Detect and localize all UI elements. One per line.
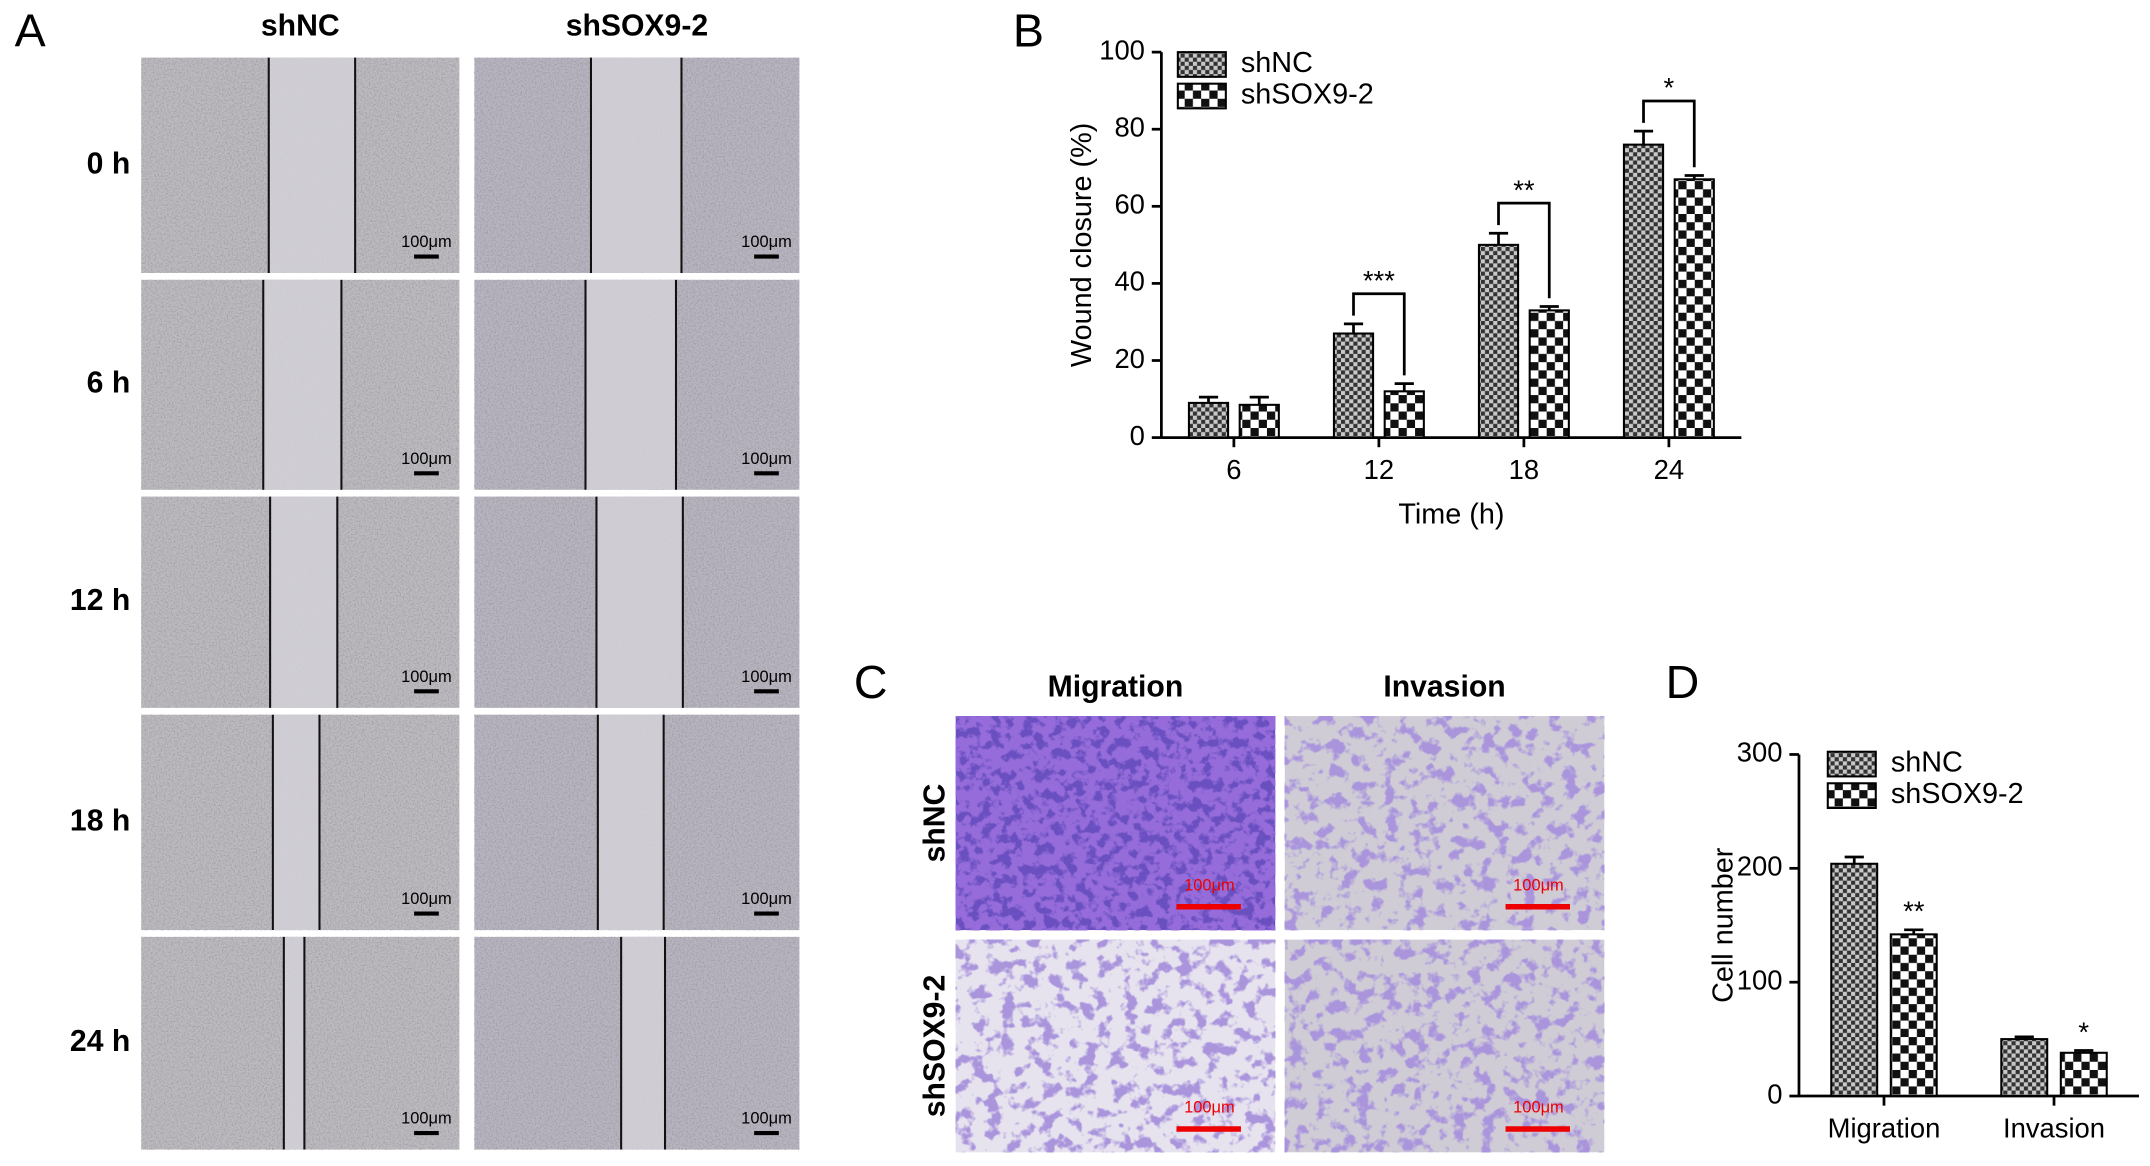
wound-gap [621, 936, 666, 1150]
wound-gap [272, 714, 320, 931]
bar [1383, 390, 1425, 439]
scale-bar-label: 100μm [401, 890, 452, 908]
legend-label: shSOX9-2 [1241, 79, 1374, 111]
scale-bar-label: 100μm [741, 450, 792, 468]
y-tick-label: 60 [1114, 189, 1144, 220]
bar [1830, 862, 1879, 1098]
row-label: 24 h [70, 1025, 130, 1058]
y-tick-label: 100 [1737, 964, 1783, 995]
legend-swatch [1826, 750, 1877, 778]
x-axis-label: Time (h) [1398, 498, 1504, 530]
y-tick-label: 40 [1114, 266, 1144, 297]
wound-gap [585, 279, 676, 490]
column-header: Migration [1048, 671, 1184, 704]
row-label: 6 h [87, 367, 131, 400]
y-axis-label: Wound closure (%) [1066, 123, 1098, 367]
scale-bar-label: 100μm [401, 450, 452, 468]
significance-label: * [2078, 1016, 2089, 1047]
wound-gap [596, 496, 683, 708]
row-label: shNC [918, 784, 951, 863]
bar [1332, 332, 1375, 439]
x-tick-label: 12 [1364, 454, 1394, 485]
cells [955, 939, 1276, 1153]
significance-label: *** [1363, 265, 1395, 296]
legend-swatch [1826, 782, 1877, 809]
significance-label: ** [1513, 174, 1535, 205]
significance-bracket [1642, 99, 1696, 168]
panel-label: D [1666, 656, 1700, 708]
y-tick-label: 20 [1114, 343, 1144, 374]
wound-gap [268, 57, 356, 273]
y-tick-label: 80 [1114, 111, 1144, 142]
x-tick-label: Migration [1828, 1113, 1941, 1144]
legend-label: shNC [1241, 47, 1313, 79]
bar [2059, 1051, 2108, 1098]
scale-bar-label: 100μm [1513, 1099, 1564, 1117]
y-axis-label: Cell number [1708, 847, 1740, 1003]
legend-label: shNC [1891, 747, 1963, 779]
legend-swatch [1176, 51, 1227, 78]
scale-bar-label: 100μm [1184, 877, 1235, 895]
row-label: 18 h [70, 804, 130, 837]
significance-label: ** [1903, 896, 1925, 927]
bar [2000, 1038, 2049, 1098]
x-tick-label: 18 [1509, 454, 1539, 485]
wound-gap [283, 936, 305, 1150]
wound-gap [597, 714, 664, 931]
scale-bar-label: 100μm [741, 890, 792, 908]
y-tick-label: 200 [1737, 851, 1783, 882]
row-label: shSOX9-2 [918, 975, 951, 1117]
scale-bar-label: 100μm [741, 1110, 792, 1128]
y-tick-label: 300 [1737, 737, 1783, 768]
column-header: shSOX9-2 [566, 9, 708, 42]
panel-label: A [15, 5, 46, 57]
wound-gap [263, 279, 342, 490]
scale-bar-label: 100μm [741, 233, 792, 251]
bar [1889, 933, 1938, 1098]
bar [1528, 309, 1570, 439]
wound-gap [270, 496, 338, 708]
legend-label: shSOX9-2 [1891, 778, 2024, 810]
wound-gap [590, 57, 682, 273]
bar [1673, 178, 1715, 439]
bar [1187, 401, 1230, 439]
cells [955, 716, 1276, 931]
cells [1284, 939, 1605, 1153]
x-tick-label: 24 [1654, 454, 1684, 485]
scale-bar-label: 100μm [1513, 877, 1564, 895]
significance-label: * [1664, 72, 1675, 103]
scale-bar-label: 100μm [1184, 1099, 1235, 1117]
column-header: Invasion [1383, 671, 1505, 704]
y-tick-label: 0 [1130, 420, 1145, 451]
scale-bar-label: 100μm [741, 668, 792, 686]
significance-bracket [1497, 201, 1551, 299]
bar [1238, 403, 1280, 439]
row-label: 12 h [70, 584, 130, 617]
bar [1477, 243, 1520, 439]
bar [1622, 143, 1665, 439]
significance-bracket [1352, 292, 1406, 376]
y-tick-label: 100 [1099, 34, 1145, 65]
scale-bar-label: 100μm [401, 233, 452, 251]
x-tick-label: 6 [1226, 454, 1241, 485]
x-tick-label: Invasion [2003, 1113, 2105, 1144]
panel-label: C [854, 656, 888, 708]
scale-bar-label: 100μm [401, 668, 452, 686]
panel-label: B [1013, 5, 1044, 57]
y-tick-label: 0 [1767, 1078, 1782, 1109]
legend-swatch [1176, 82, 1227, 110]
column-header: shNC [261, 9, 340, 42]
cells [1284, 716, 1605, 931]
row-label: 0 h [87, 147, 131, 180]
scale-bar-label: 100μm [401, 1110, 452, 1128]
